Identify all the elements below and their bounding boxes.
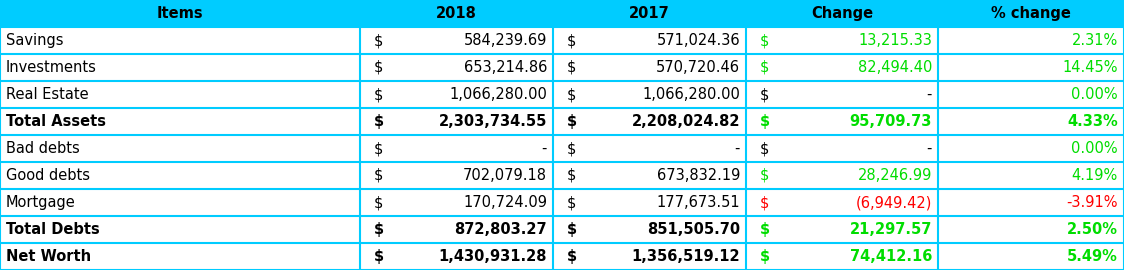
Text: 872,803.27: 872,803.27	[454, 222, 547, 237]
Text: Investments: Investments	[6, 60, 97, 75]
Text: 21,297.57: 21,297.57	[850, 222, 932, 237]
Text: $: $	[760, 114, 770, 129]
Text: Mortgage: Mortgage	[6, 195, 75, 210]
Text: 653,214.86: 653,214.86	[463, 60, 547, 75]
Text: 74,412.16: 74,412.16	[850, 249, 932, 264]
Bar	[0, 0, 1124, 27]
Text: 28,246.99: 28,246.99	[858, 168, 932, 183]
Text: 170,724.09: 170,724.09	[463, 195, 547, 210]
Bar	[0, 81, 1124, 108]
Text: -: -	[926, 87, 932, 102]
Text: $: $	[566, 195, 577, 210]
Text: Savings: Savings	[6, 33, 63, 48]
Text: $: $	[374, 249, 384, 264]
Text: 177,673.51: 177,673.51	[656, 195, 740, 210]
Text: Items: Items	[156, 6, 203, 21]
Bar	[0, 135, 1124, 162]
Text: 2018: 2018	[436, 6, 477, 21]
Text: -: -	[542, 141, 547, 156]
Text: $: $	[760, 168, 769, 183]
Text: 1,066,280.00: 1,066,280.00	[450, 87, 547, 102]
Text: 702,079.18: 702,079.18	[463, 168, 547, 183]
Text: Total Debts: Total Debts	[6, 222, 100, 237]
Text: 2,208,024.82: 2,208,024.82	[632, 114, 740, 129]
Text: $: $	[566, 222, 577, 237]
Text: $: $	[760, 33, 769, 48]
Text: 673,832.19: 673,832.19	[656, 168, 740, 183]
Text: $: $	[374, 168, 383, 183]
Text: 851,505.70: 851,505.70	[647, 222, 740, 237]
Text: 584,239.69: 584,239.69	[463, 33, 547, 48]
Bar	[0, 216, 1124, 243]
Bar	[0, 243, 1124, 270]
Text: $: $	[374, 87, 383, 102]
Text: -3.91%: -3.91%	[1067, 195, 1118, 210]
Text: 1,430,931.28: 1,430,931.28	[438, 249, 547, 264]
Text: 2017: 2017	[629, 6, 670, 21]
Text: 95,709.73: 95,709.73	[850, 114, 932, 129]
Text: (6,949.42): (6,949.42)	[855, 195, 932, 210]
Text: Net Worth: Net Worth	[6, 249, 91, 264]
Text: $: $	[566, 141, 577, 156]
Text: 82,494.40: 82,494.40	[858, 60, 932, 75]
Text: 4.33%: 4.33%	[1068, 114, 1118, 129]
Text: $: $	[566, 33, 577, 48]
Text: Total Assets: Total Assets	[6, 114, 106, 129]
Text: 14.45%: 14.45%	[1062, 60, 1118, 75]
Bar	[0, 162, 1124, 189]
Text: -: -	[926, 141, 932, 156]
Text: % change: % change	[991, 6, 1071, 21]
Text: $: $	[760, 249, 770, 264]
Text: $: $	[760, 60, 769, 75]
Text: 1,356,519.12: 1,356,519.12	[632, 249, 740, 264]
Text: $: $	[760, 87, 769, 102]
Text: $: $	[374, 60, 383, 75]
Text: $: $	[566, 249, 577, 264]
Text: 1,066,280.00: 1,066,280.00	[642, 87, 740, 102]
Text: $: $	[760, 195, 769, 210]
Text: $: $	[566, 168, 577, 183]
Text: 0.00%: 0.00%	[1071, 87, 1118, 102]
Text: 2.31%: 2.31%	[1072, 33, 1118, 48]
Text: Real Estate: Real Estate	[6, 87, 89, 102]
Text: $: $	[374, 33, 383, 48]
Text: 5.49%: 5.49%	[1067, 249, 1118, 264]
Text: Bad debts: Bad debts	[6, 141, 80, 156]
Text: 2,303,734.55: 2,303,734.55	[438, 114, 547, 129]
Bar	[0, 108, 1124, 135]
Text: 0.00%: 0.00%	[1071, 141, 1118, 156]
Text: $: $	[760, 141, 769, 156]
Text: Good debts: Good debts	[6, 168, 90, 183]
Text: Change: Change	[810, 6, 873, 21]
Text: -: -	[735, 141, 740, 156]
Text: 571,024.36: 571,024.36	[656, 33, 740, 48]
Text: $: $	[760, 222, 770, 237]
Text: 570,720.46: 570,720.46	[656, 60, 740, 75]
Text: 4.19%: 4.19%	[1072, 168, 1118, 183]
Text: $: $	[374, 195, 383, 210]
Text: $: $	[566, 87, 577, 102]
Text: $: $	[374, 141, 383, 156]
Text: $: $	[374, 114, 384, 129]
Text: $: $	[566, 60, 577, 75]
Text: $: $	[566, 114, 577, 129]
Bar	[0, 189, 1124, 216]
Bar	[0, 27, 1124, 54]
Bar	[0, 54, 1124, 81]
Text: $: $	[374, 222, 384, 237]
Text: 2.50%: 2.50%	[1067, 222, 1118, 237]
Text: 13,215.33: 13,215.33	[858, 33, 932, 48]
